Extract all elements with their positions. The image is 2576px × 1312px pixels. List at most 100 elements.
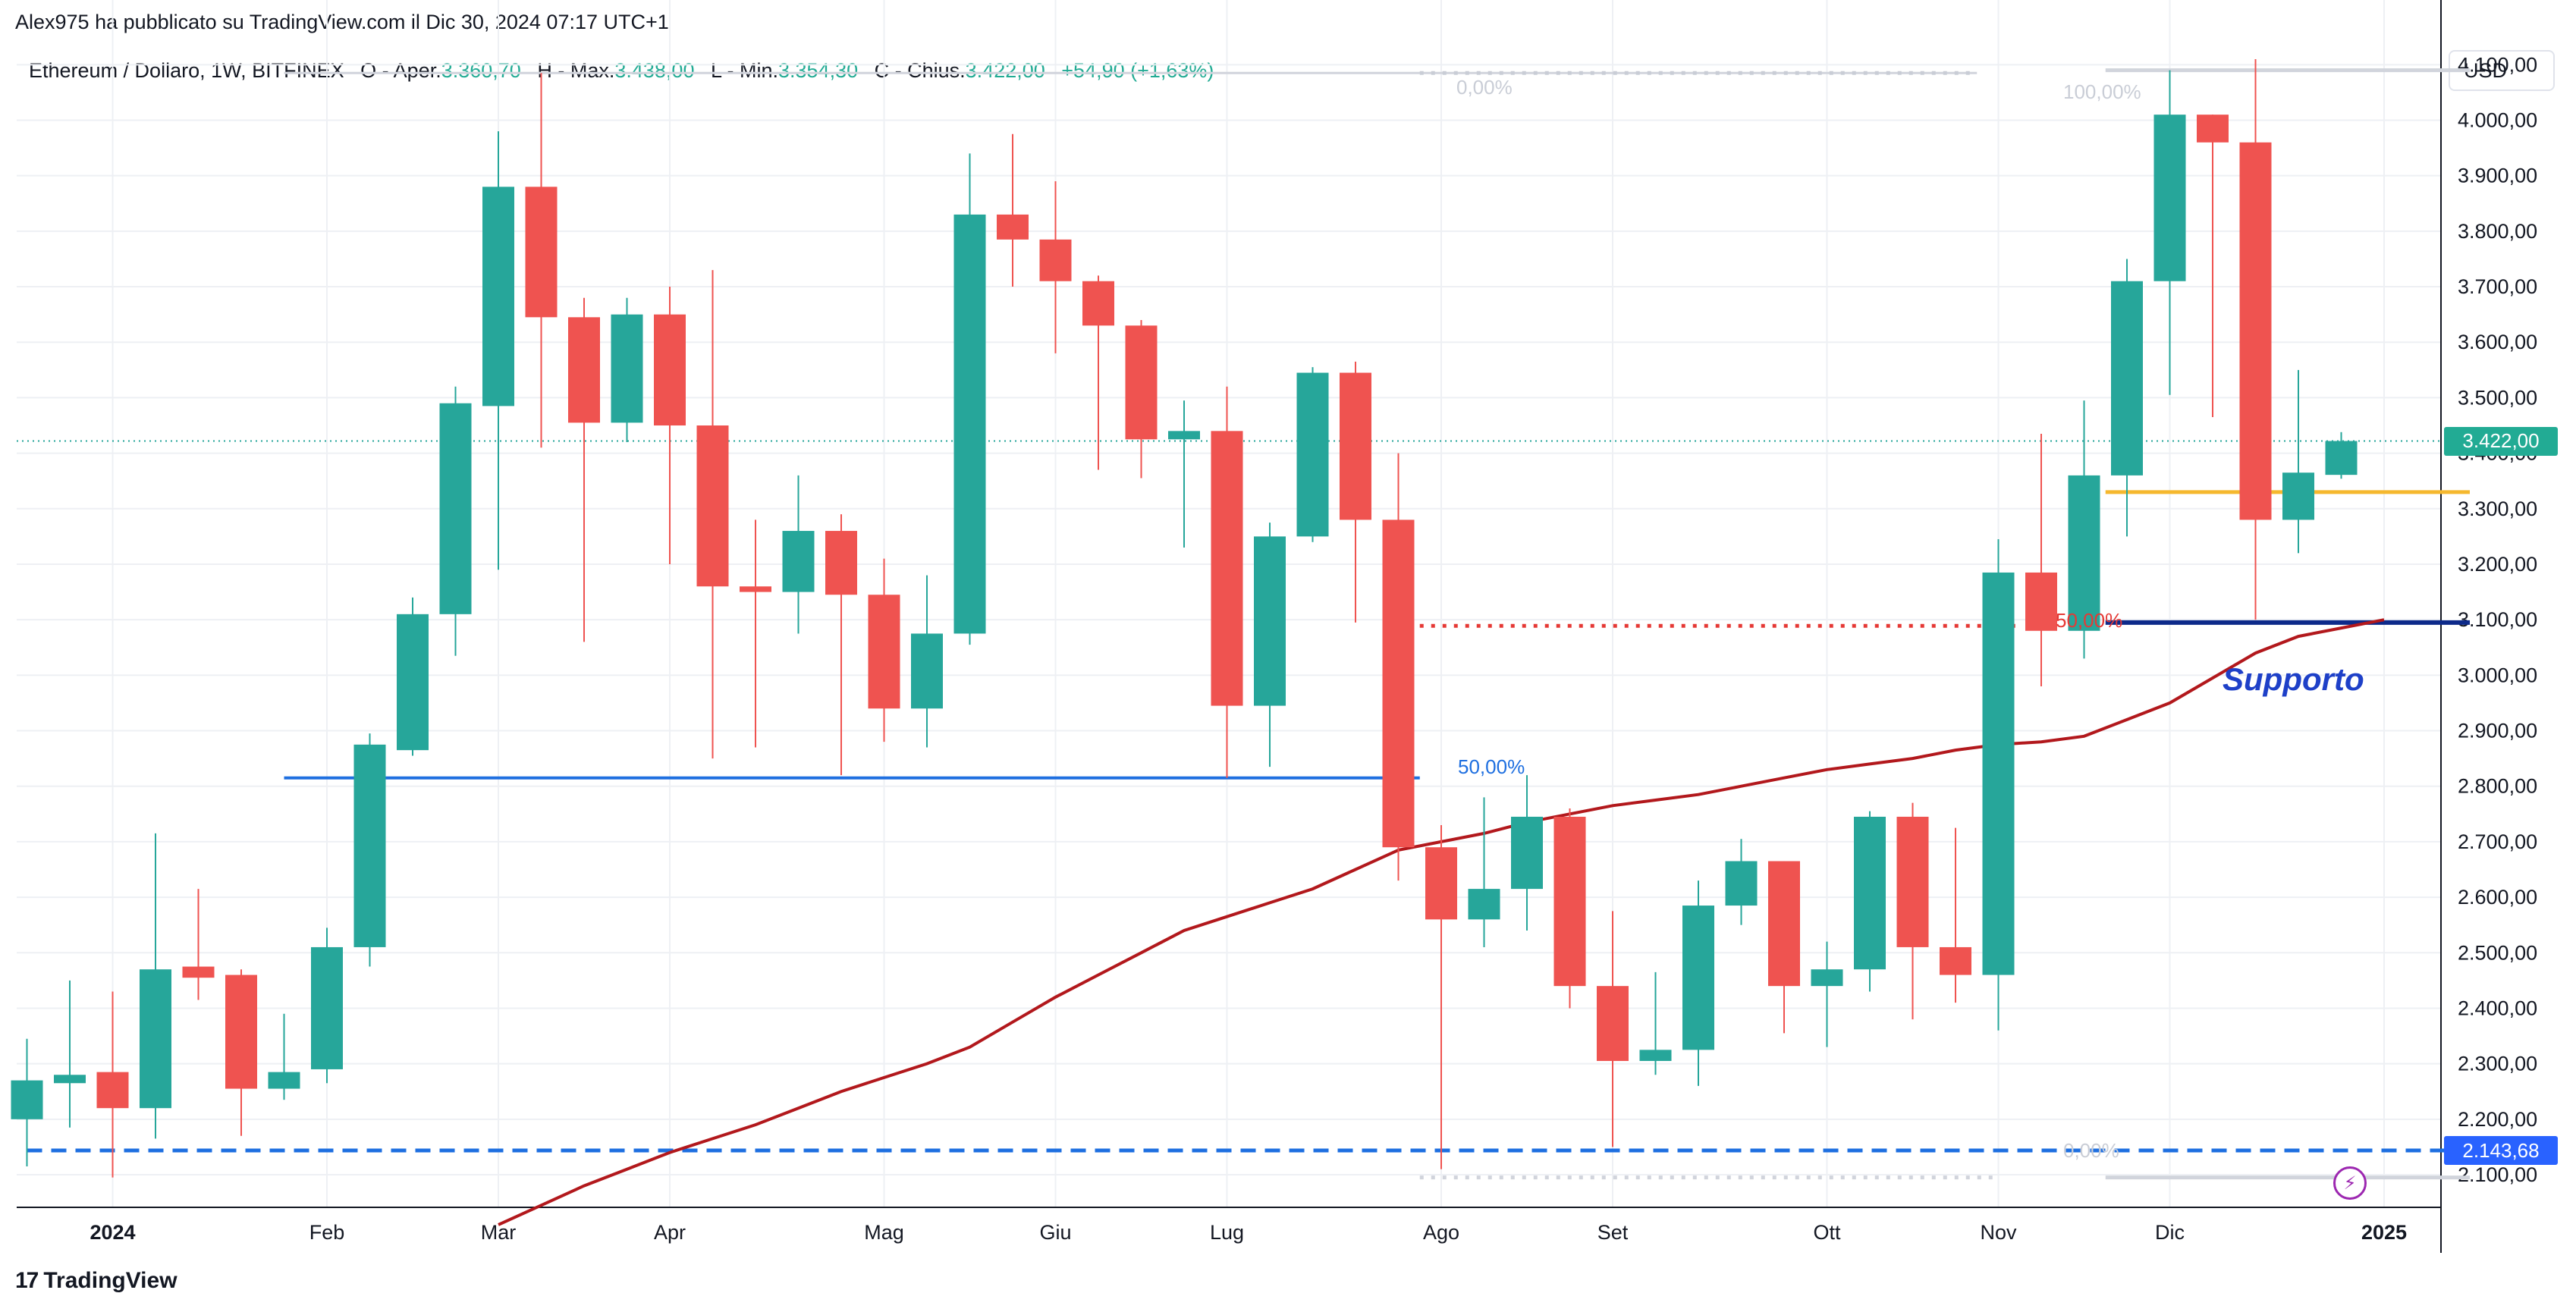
fib-0-top-label: 0,00% <box>1456 76 1513 99</box>
y-tick-label: 3.700,00 <box>2458 275 2537 298</box>
y-tick-label: 3.500,00 <box>2458 386 2537 409</box>
x-tick-label: 2025 <box>2361 1221 2407 1244</box>
candle-body <box>397 614 429 751</box>
y-tick-label: 3.800,00 <box>2458 220 2537 243</box>
x-tick-label: Set <box>1597 1221 1629 1244</box>
candle-body <box>911 633 943 709</box>
candle-body <box>1768 861 1800 987</box>
candle-body <box>997 214 1029 240</box>
close-value: 3.422,00 <box>965 59 1045 82</box>
x-tick-label: Giu <box>1039 1221 1071 1244</box>
high-value: 3.438,00 <box>614 59 695 82</box>
support-price-tag: 2.143,68 <box>2444 1136 2558 1166</box>
supporto-label: Supporto <box>2223 661 2364 697</box>
y-tick-label: 3.100,00 <box>2458 608 2537 631</box>
fib-0-bottom-label: 0,00% <box>2063 1139 2119 1162</box>
candle-body <box>2282 472 2314 520</box>
y-tick-label: 2.200,00 <box>2458 1108 2537 1131</box>
change-value: +54,90 (+1,63%) <box>1061 59 1214 82</box>
candle-body <box>1511 816 1543 890</box>
open-value: 3.360,70 <box>441 59 521 82</box>
candle-body <box>182 966 215 978</box>
candle-body <box>696 425 729 587</box>
candle-body <box>953 214 986 634</box>
candle-body <box>1639 1050 1672 1061</box>
x-tick-label: Ago <box>1423 1221 1459 1244</box>
tradingview-brand[interactable]: 17 TradingView <box>15 1268 177 1294</box>
close-label: C - Chius. <box>874 59 966 82</box>
y-tick-label: 2.700,00 <box>2458 830 2537 853</box>
candle-body <box>611 314 643 423</box>
candle-body <box>96 1072 129 1109</box>
candle-body <box>1082 281 1114 326</box>
candle-body <box>1682 906 1714 1050</box>
candle-body <box>1854 816 1886 970</box>
low-value: 3.354,30 <box>778 59 859 82</box>
candle-body <box>2025 572 2057 631</box>
candle-body <box>654 314 686 426</box>
candle-body <box>268 1072 300 1089</box>
candle-body <box>525 187 558 318</box>
brand-label: TradingView <box>43 1268 177 1293</box>
y-tick-label: 2.300,00 <box>2458 1053 2537 1075</box>
y-tick-label: 2.500,00 <box>2458 941 2537 964</box>
y-tick-label: 3.300,00 <box>2458 497 2537 520</box>
y-tick-label: 3.200,00 <box>2458 553 2537 576</box>
lightning-icon[interactable]: ⚡ <box>2333 1166 2367 1200</box>
candle-body <box>1340 372 1371 520</box>
candle-body <box>1725 861 1758 906</box>
candle-body <box>2197 115 2229 143</box>
x-tick-label: Apr <box>654 1221 686 1244</box>
candle-body <box>1168 431 1200 440</box>
candle-body <box>1382 519 1415 848</box>
tradingview-logo-icon: 17 <box>15 1268 39 1293</box>
y-tick-label: 3.000,00 <box>2458 664 2537 686</box>
candle-body <box>1211 431 1243 706</box>
candle-body <box>1254 536 1286 706</box>
fib-50-right-label: 50,00% <box>2056 609 2123 632</box>
x-tick-label: Lug <box>1210 1221 1244 1244</box>
y-tick-label: 3.600,00 <box>2458 331 2537 353</box>
candle-body <box>1896 816 1929 947</box>
candle-body <box>2111 281 2143 476</box>
y-tick-label: 2.600,00 <box>2458 886 2537 909</box>
candle-body <box>1940 946 1971 975</box>
candle-body <box>568 317 600 423</box>
fib-100-label: 100,00% <box>2063 80 2141 103</box>
ohlc-legend: Ethereum / Dollaro, 1W, BITFINEX O - Ape… <box>29 59 1214 83</box>
candle-body <box>1811 969 1843 987</box>
candle-body <box>2153 115 2186 281</box>
candle-body <box>2239 142 2272 520</box>
x-tick-label: Mag <box>864 1221 904 1244</box>
y-tick-label: 2.800,00 <box>2458 775 2537 798</box>
candle-body <box>1296 372 1329 537</box>
x-tick-label: Nov <box>1980 1221 2017 1244</box>
candle-body <box>2068 475 2100 631</box>
symbol-title: Ethereum / Dollaro, 1W, BITFINEX <box>29 59 344 82</box>
candle-body <box>1468 889 1500 920</box>
candle-body <box>439 403 472 614</box>
candle-body <box>2325 441 2358 476</box>
candle-body <box>740 586 771 592</box>
candle-body <box>1553 816 1586 987</box>
y-tick-label: 2.400,00 <box>2458 997 2537 1019</box>
candle-body <box>353 744 386 947</box>
candle-body <box>1597 986 1629 1061</box>
y-tick-label: 2.100,00 <box>2458 1163 2537 1186</box>
open-label: O - Aper. <box>360 59 441 82</box>
x-tick-label: Mar <box>481 1221 517 1244</box>
candle-body <box>225 975 257 1089</box>
candle-body <box>1039 239 1072 281</box>
fib-50-label: 50,00% <box>1458 755 1525 778</box>
x-tick-label: 2024 <box>90 1221 135 1244</box>
candle-body <box>11 1080 43 1119</box>
candle-body <box>54 1075 86 1084</box>
candle-body <box>482 187 514 406</box>
candle-body <box>782 531 815 592</box>
candle-body <box>140 969 171 1109</box>
low-label: L - Min. <box>710 59 778 82</box>
x-tick-label: Ott <box>1813 1221 1841 1244</box>
candle-body <box>1982 572 2015 975</box>
candle-body <box>868 595 900 709</box>
